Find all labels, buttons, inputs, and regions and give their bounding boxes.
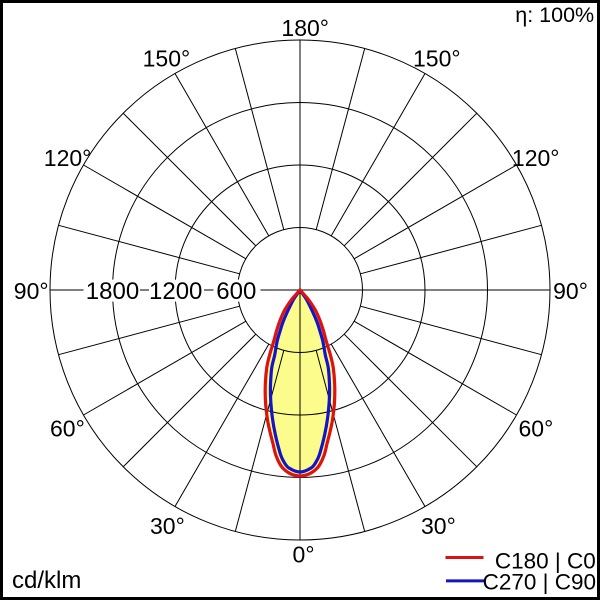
svg-text:1200: 1200 bbox=[149, 278, 202, 305]
svg-text:600: 600 bbox=[216, 278, 256, 305]
svg-text:120°: 120° bbox=[44, 145, 92, 171]
svg-text:60°: 60° bbox=[519, 415, 554, 441]
svg-text:150°: 150° bbox=[413, 46, 461, 72]
svg-text:90°: 90° bbox=[553, 278, 588, 304]
svg-text:90°: 90° bbox=[14, 278, 49, 304]
svg-text:60°: 60° bbox=[50, 415, 85, 441]
svg-text:cd/klm: cd/klm bbox=[12, 567, 81, 594]
svg-text:30°: 30° bbox=[421, 513, 456, 539]
svg-text:180°: 180° bbox=[281, 15, 329, 41]
svg-text:1800: 1800 bbox=[86, 278, 139, 305]
svg-text:C270 | C90: C270 | C90 bbox=[483, 570, 596, 595]
svg-text:0°: 0° bbox=[293, 541, 315, 567]
svg-text:C180 | C0: C180 | C0 bbox=[495, 549, 596, 574]
svg-text:η: 100%: η: 100% bbox=[515, 3, 594, 27]
svg-text:30°: 30° bbox=[150, 513, 185, 539]
svg-text:150°: 150° bbox=[143, 46, 191, 72]
svg-text:120°: 120° bbox=[512, 145, 560, 171]
